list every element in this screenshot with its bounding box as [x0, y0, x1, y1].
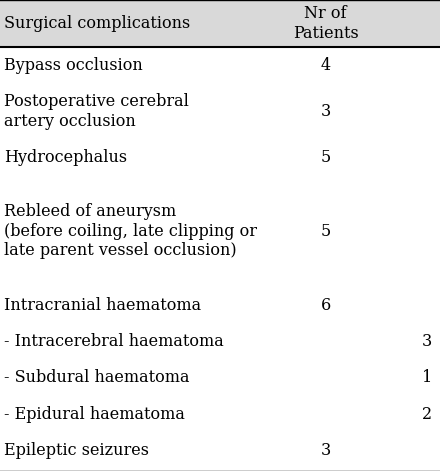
Text: Intracranial haematoma: Intracranial haematoma: [4, 297, 202, 314]
Text: - Subdural haematoma: - Subdural haematoma: [4, 369, 190, 386]
Text: 3: 3: [422, 333, 432, 350]
Text: 1: 1: [422, 369, 432, 386]
Text: 3: 3: [320, 442, 331, 459]
Bar: [0, 0, 440, 47]
Text: - Intracerebral haematoma: - Intracerebral haematoma: [4, 333, 224, 350]
Text: 2: 2: [422, 406, 432, 422]
Text: 4: 4: [320, 57, 331, 74]
Text: Epileptic seizures: Epileptic seizures: [4, 442, 150, 459]
Text: 3: 3: [320, 103, 331, 120]
Text: 5: 5: [320, 223, 331, 240]
Text: Postoperative cerebral
artery occlusion: Postoperative cerebral artery occlusion: [4, 93, 189, 130]
Text: Nr of
Patients: Nr of Patients: [293, 5, 359, 42]
Text: Bypass occlusion: Bypass occlusion: [4, 57, 143, 74]
Text: Hydrocephalus: Hydrocephalus: [4, 149, 128, 166]
Text: Rebleed of aneurysm
(before coiling, late clipping or
late parent vessel occlusi: Rebleed of aneurysm (before coiling, lat…: [4, 203, 257, 260]
Text: Surgical complications: Surgical complications: [4, 15, 191, 32]
Text: 5: 5: [320, 149, 331, 166]
Text: - Epidural haematoma: - Epidural haematoma: [4, 406, 185, 422]
Text: 6: 6: [320, 297, 331, 314]
